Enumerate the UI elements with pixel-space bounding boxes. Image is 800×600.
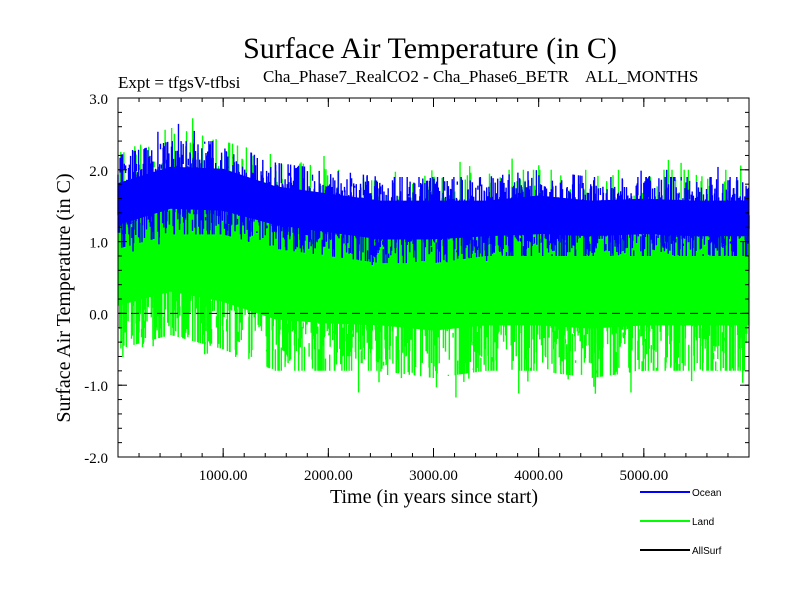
legend-label: AllSurf [692, 546, 722, 557]
x-tick-label: 5000.00 [619, 468, 668, 484]
legend-item-land: Land [640, 517, 714, 528]
legend-item-ocean: Ocean [640, 488, 721, 499]
y-tick-label: 2.0 [89, 164, 108, 180]
y-tick-label: -1.0 [84, 379, 108, 395]
series-layer [117, 118, 750, 398]
y-tick-label: 3.0 [89, 92, 108, 108]
axis-layer: -2.0 -1.0 0.0 1.0 2.0 3.0 1000.00 2000.00 3000.0… [84, 92, 749, 484]
x-tick-label: 2000.00 [304, 468, 353, 484]
legend-label: Ocean [692, 488, 721, 499]
y-tick-label: -2.0 [84, 451, 108, 467]
chart-subtitle-right: Cha_Phase7_RealCO2 - Cha_Phase6_BETR ALL… [263, 67, 698, 86]
series-ocean [117, 123, 750, 265]
x-tick-label: 1000.00 [199, 468, 248, 484]
legend-item-allsurf: AllSurf [640, 546, 722, 557]
x-axis-label: Time (in years since start) [330, 486, 538, 508]
legend-label: Land [692, 517, 714, 528]
chart-subtitle-left: Expt = tfgsV-tfbsi [118, 73, 241, 92]
x-tick-label: 3000.00 [409, 468, 458, 484]
legend: Ocean Land AllSurf [640, 488, 722, 557]
chart-title: Surface Air Temperature (in C) [243, 32, 617, 65]
y-axis-label: Surface Air Temperature (in C) [53, 173, 75, 422]
y-tick-label: 0.0 [89, 307, 108, 323]
series-ocean-band [118, 166, 749, 240]
x-tick-label: 4000.00 [514, 468, 563, 484]
y-tick-label: 1.0 [89, 236, 108, 252]
